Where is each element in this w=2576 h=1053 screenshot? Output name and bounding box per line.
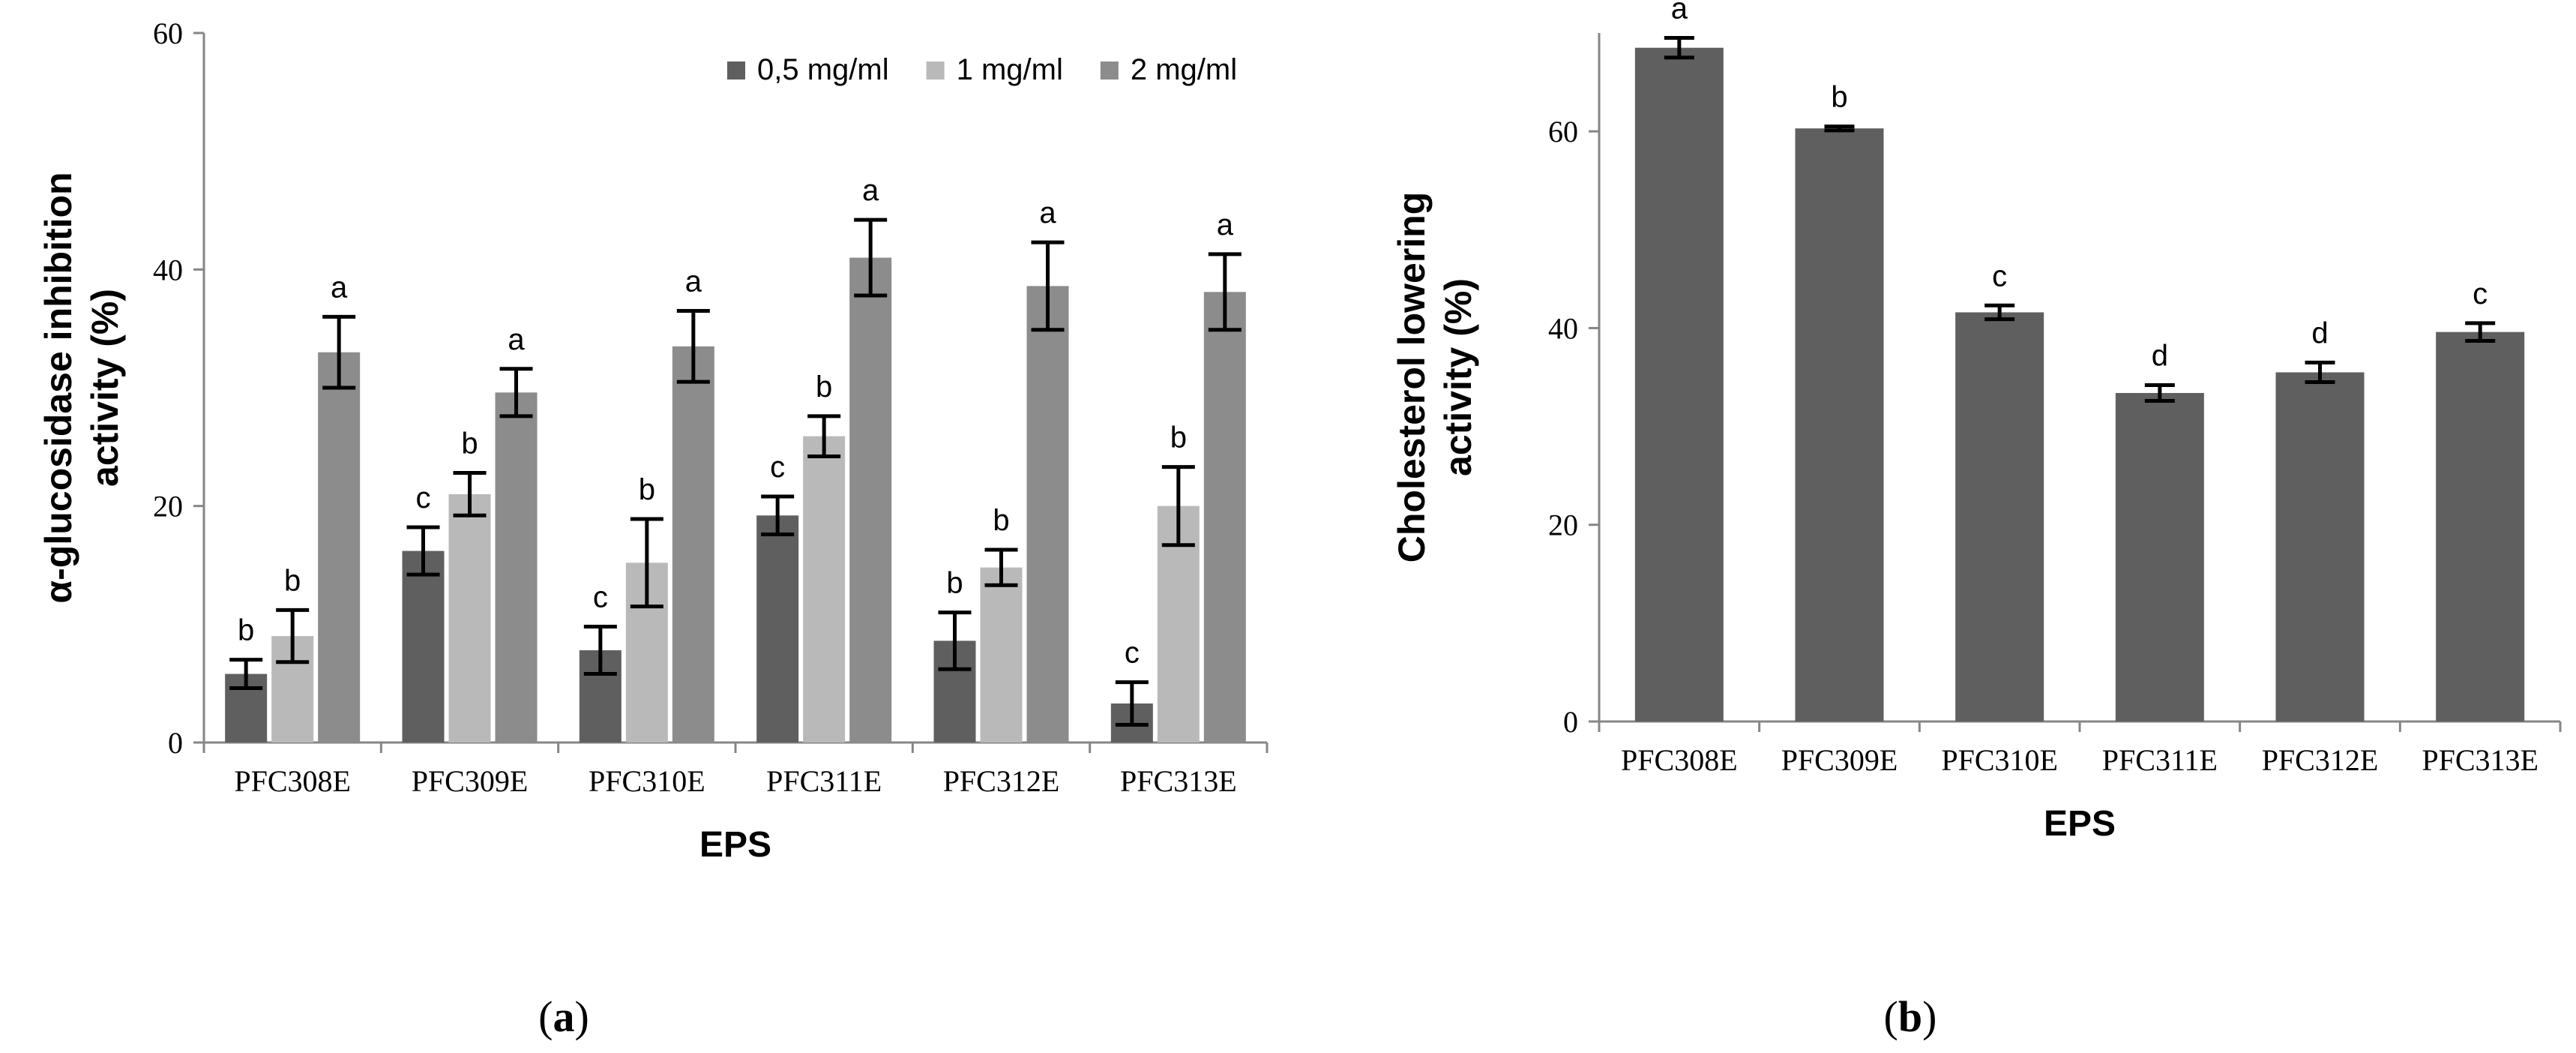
legend-label: 1 mg/ml [957, 53, 1063, 86]
bar [672, 346, 714, 743]
x-tick-label: PFC308E [234, 764, 351, 798]
significance-letter: b [993, 504, 1009, 537]
y-tick-label: 0 [1563, 705, 1578, 739]
x-tick-label: PFC310E [589, 764, 705, 798]
bar [495, 392, 538, 742]
y-tick-label: 60 [1548, 115, 1578, 148]
significance-letter: a [1039, 196, 1056, 230]
x-tick-label: PFC310E [1941, 743, 2058, 777]
bar [849, 257, 892, 743]
y-tick-label: 20 [153, 490, 183, 524]
y-axis-title: α-glucosidase inhibition activity (%) [37, 172, 126, 603]
x-tick-label: PFC311E [2102, 743, 2218, 777]
significance-letter: b [238, 614, 254, 647]
bar [402, 550, 445, 742]
panel-b-chart: 0 20 40 60 PFC308E PFC309E PFC310E PFC311E PFC31… [1391, 0, 2562, 1041]
significance-letter: b [816, 370, 832, 404]
y-tick-label: 40 [1548, 311, 1578, 345]
significance-letter: b [1170, 422, 1187, 454]
bar [1795, 128, 1884, 722]
legend-label: 2 mg/ml [1131, 53, 1237, 86]
significance-letter: c [416, 482, 431, 514]
panel-label: (b) [1884, 992, 1937, 1041]
y-axis-title-line: activity (%) [84, 289, 126, 487]
x-tick-label: PFC311E [766, 764, 882, 798]
legend-label: 0,5 mg/ml [757, 53, 889, 86]
significance-letter: a [1671, 0, 1688, 26]
legend-swatch [727, 62, 745, 80]
y-tick-label: 40 [153, 253, 183, 286]
bar [1026, 286, 1069, 742]
significance-letter: c [593, 580, 608, 614]
significance-letter: c [1992, 260, 2007, 292]
y-axis-title-line: Cholesterol lowering [1391, 192, 1433, 563]
y-tick-label: 0 [168, 726, 183, 760]
x-tick-label: PFC309E [1781, 743, 1898, 777]
bar [2436, 332, 2525, 722]
significance-letter: c [2473, 278, 2488, 310]
panel-label: (a) [538, 992, 589, 1041]
significance-letter: a [331, 271, 348, 304]
significance-letter: b [639, 473, 655, 506]
y-axis-title-line: activity (%) [1437, 278, 1479, 476]
significance-letter: a [508, 323, 525, 356]
x-axis-title: EPS [699, 825, 771, 865]
significance-letter: b [461, 428, 478, 460]
panel-label-letter: b [1898, 992, 1922, 1041]
panel-label-close: ) [575, 992, 589, 1041]
bar [1955, 312, 2044, 722]
panel-label-open: ( [1884, 992, 1898, 1041]
panel-a-chart: 0 20 40 60 PFC308E PFC309E PFC310E PFC311E PFC31… [37, 16, 1269, 1041]
y-tick-label: 60 [153, 16, 183, 50]
bar [756, 515, 799, 742]
bar [318, 352, 361, 742]
legend-swatch [1100, 62, 1119, 80]
bar [803, 436, 846, 742]
panel-label-open: ( [538, 992, 553, 1041]
bar [1203, 292, 1246, 742]
significance-letter: c [770, 451, 785, 484]
x-axis-title: EPS [2044, 804, 2116, 844]
bar [2275, 372, 2365, 722]
bar [1634, 47, 1724, 722]
x-tick-label: PFC308E [1621, 743, 1738, 777]
significance-letter: d [2311, 316, 2328, 350]
bar [980, 567, 1023, 742]
x-tick-label: PFC313E [1120, 764, 1237, 798]
significance-letter: c [1125, 637, 1140, 670]
legend-swatch [926, 62, 945, 80]
significance-letter: d [2152, 339, 2168, 372]
panel-label-letter: a [553, 992, 575, 1041]
x-tick-label: PFC312E [2262, 743, 2379, 777]
significance-letter: a [1217, 208, 1234, 242]
significance-letter: b [284, 564, 301, 597]
x-tick-label: PFC313E [2422, 743, 2539, 777]
x-tick-label: PFC309E [412, 764, 529, 798]
significance-letter: a [862, 174, 879, 207]
panel-label-close: ) [1922, 992, 1936, 1041]
significance-letter: a [685, 266, 702, 298]
x-tick-label: PFC312E [943, 764, 1060, 798]
y-tick-label: 20 [1548, 508, 1578, 542]
bar [2115, 392, 2204, 722]
bar [448, 494, 491, 742]
significance-letter: b [1831, 81, 1847, 114]
significance-letter: b [946, 567, 963, 600]
y-axis-title-line: α-glucosidase inhibition [37, 172, 79, 603]
y-axis-title: Cholesterol lowering activity (%) [1391, 192, 1479, 563]
